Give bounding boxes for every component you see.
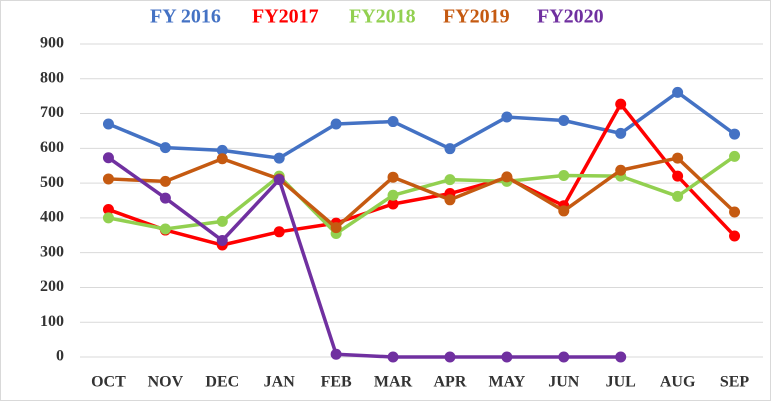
x-tick-label: APR [434, 374, 467, 391]
data-point [444, 194, 456, 206]
data-point [216, 234, 228, 246]
data-point [330, 348, 342, 360]
data-point [615, 164, 627, 176]
data-point [615, 351, 627, 363]
data-point [672, 152, 684, 164]
data-point [273, 152, 285, 164]
data-point [159, 142, 171, 154]
series-line [107, 90, 736, 160]
series-line [108, 156, 736, 230]
data-point [273, 174, 285, 186]
data-point [387, 116, 399, 128]
x-tick-label: JUL [606, 374, 636, 391]
x-tick-label: MAR [374, 374, 413, 391]
legend-label: FY2018 [349, 6, 416, 28]
legend-label: FY2019 [443, 6, 510, 28]
data-point [387, 171, 399, 183]
data-point [672, 190, 684, 202]
data-point [387, 198, 399, 210]
data-point [102, 204, 114, 216]
data-point [558, 115, 570, 127]
data-point [102, 212, 114, 224]
data-point [558, 169, 570, 181]
data-point [615, 98, 627, 110]
y-tick-label: 400 [40, 209, 64, 226]
y-tick-label: 600 [40, 139, 64, 156]
y-tick-label: 300 [40, 243, 64, 260]
data-point [216, 153, 228, 165]
data-point [672, 86, 684, 98]
data-point [330, 222, 342, 234]
data-point [444, 351, 456, 363]
x-tick-label: JUN [548, 374, 580, 391]
legend-label: FY2017 [252, 6, 319, 28]
data-point [216, 215, 228, 227]
data-point [729, 150, 741, 162]
data-point [387, 189, 399, 201]
x-tick-label: SEP [720, 374, 750, 391]
x-tick-label: JAN [264, 374, 296, 391]
data-point [159, 223, 171, 235]
y-tick-label: 500 [40, 174, 64, 191]
data-point [729, 230, 741, 242]
data-point [444, 174, 456, 186]
x-tick-label: FEB [321, 374, 352, 391]
y-tick-label: 700 [40, 104, 64, 121]
data-point [672, 170, 684, 182]
data-point [558, 205, 570, 217]
x-tick-label: DEC [205, 374, 239, 391]
data-point [273, 226, 285, 238]
legend-label: FY 2016 [150, 6, 221, 28]
x-tick-label: MAY [489, 374, 526, 391]
data-point [615, 127, 627, 139]
data-point [330, 118, 342, 130]
x-tick-label: NOV [148, 374, 184, 391]
legend-label: FY2020 [537, 6, 604, 28]
data-point [387, 351, 399, 363]
data-point [159, 175, 171, 187]
data-point [501, 351, 513, 363]
data-point [159, 192, 171, 204]
series-line [107, 156, 621, 359]
data-point [501, 171, 513, 183]
x-tick-label: AUG [660, 374, 696, 391]
data-point [729, 206, 741, 218]
y-tick-label: 900 [40, 35, 64, 52]
data-point [102, 152, 114, 164]
y-tick-label: 200 [40, 278, 64, 295]
data-point [444, 143, 456, 155]
y-tick-label: 800 [40, 69, 64, 86]
data-point [558, 351, 570, 363]
series-line [107, 102, 736, 247]
x-tick-label: OCT [91, 374, 126, 391]
y-tick-label: 100 [40, 313, 64, 330]
y-tick-label: 0 [56, 348, 64, 365]
data-point [216, 144, 228, 156]
data-point [102, 173, 114, 185]
data-point [729, 128, 741, 140]
data-point [102, 118, 114, 130]
data-point [501, 111, 513, 123]
